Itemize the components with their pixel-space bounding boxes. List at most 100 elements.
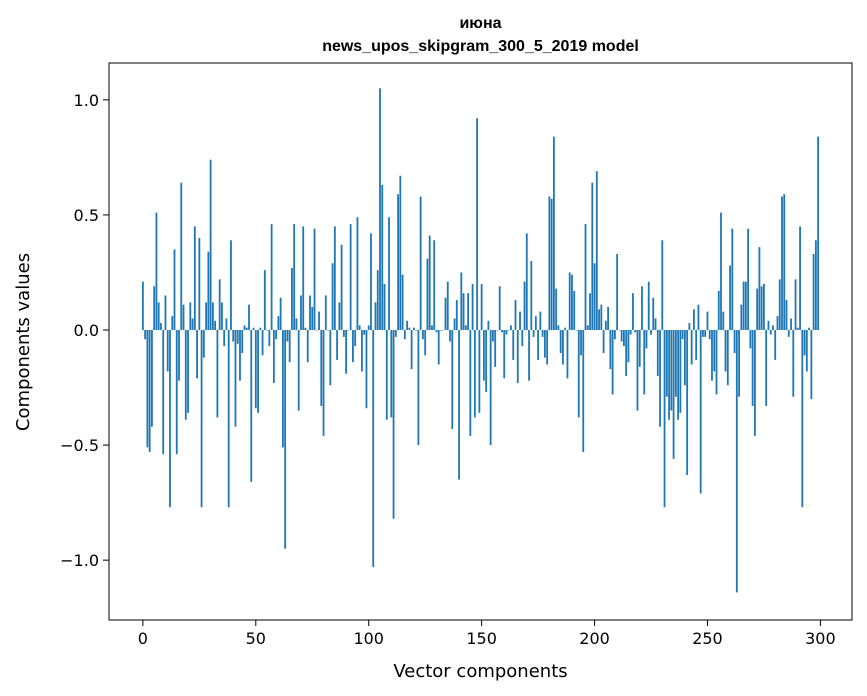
bar-28 xyxy=(205,302,207,330)
bar-166 xyxy=(517,330,519,383)
bar-222 xyxy=(643,330,645,394)
bar-107 xyxy=(384,284,386,330)
x-tick-label: 0 xyxy=(138,629,148,648)
bar-227 xyxy=(655,318,657,330)
bar-103 xyxy=(375,302,377,330)
bar-172 xyxy=(530,261,532,330)
bar-99 xyxy=(366,330,368,408)
bar-298 xyxy=(815,240,817,330)
bar-257 xyxy=(722,312,724,330)
bar-264 xyxy=(738,330,740,397)
bar-72 xyxy=(305,328,307,330)
bar-272 xyxy=(756,289,758,330)
bar-164 xyxy=(512,330,514,360)
bar-280 xyxy=(774,330,776,360)
bar-217 xyxy=(632,293,634,330)
bar-76 xyxy=(314,229,316,330)
bar-242 xyxy=(688,323,690,330)
bar-192 xyxy=(576,330,578,331)
y-axis-label: Components values xyxy=(13,253,34,431)
bar-18 xyxy=(183,305,185,330)
bar-117 xyxy=(406,321,408,330)
bar-186 xyxy=(562,330,564,365)
bar-52 xyxy=(259,328,261,330)
bar-211 xyxy=(618,330,620,331)
bar-114 xyxy=(399,176,401,330)
bar-91 xyxy=(347,330,349,331)
bar-140 xyxy=(458,330,460,480)
bar-68 xyxy=(296,318,298,330)
bar-134 xyxy=(445,298,447,330)
bar-69 xyxy=(298,330,300,411)
bar-2 xyxy=(146,330,148,447)
bar-241 xyxy=(686,330,688,475)
bar-123 xyxy=(420,197,422,331)
bar-152 xyxy=(485,330,487,392)
bar-102 xyxy=(372,330,374,567)
bar-42 xyxy=(237,330,239,344)
bar-58 xyxy=(273,330,275,383)
bar-112 xyxy=(395,330,397,337)
bar-265 xyxy=(740,305,742,330)
bar-212 xyxy=(621,330,623,342)
bar-179 xyxy=(546,330,548,365)
bar-230 xyxy=(661,240,663,330)
bar-104 xyxy=(377,270,379,330)
bar-158 xyxy=(499,286,501,330)
bar-136 xyxy=(449,330,451,342)
bar-239 xyxy=(682,330,684,339)
bar-188 xyxy=(567,330,569,378)
bar-266 xyxy=(743,282,745,330)
bar-92 xyxy=(350,224,352,330)
bar-30 xyxy=(210,160,212,330)
bar-60 xyxy=(277,316,279,330)
chart-title-line1: июна xyxy=(459,15,501,32)
bar-88 xyxy=(341,245,343,330)
bar-163 xyxy=(510,325,512,330)
bar-70 xyxy=(300,295,302,330)
bar-35 xyxy=(221,302,223,330)
bar-65 xyxy=(289,330,291,362)
bar-161 xyxy=(506,330,508,335)
bar-108 xyxy=(386,330,388,420)
bar-225 xyxy=(650,330,652,335)
bar-229 xyxy=(659,330,661,427)
bar-286 xyxy=(788,330,790,337)
bar-19 xyxy=(185,330,187,420)
bar-84 xyxy=(332,263,334,330)
bar-82 xyxy=(327,330,329,331)
bar-297 xyxy=(813,254,815,330)
bar-150 xyxy=(481,284,483,330)
bar-183 xyxy=(555,289,557,330)
bar-220 xyxy=(639,330,641,367)
bar-200 xyxy=(594,263,596,330)
bar-287 xyxy=(790,318,792,330)
bar-37 xyxy=(226,318,228,330)
bar-282 xyxy=(779,279,781,330)
y-tick-label: −0.5 xyxy=(60,436,99,455)
bar-243 xyxy=(691,330,693,365)
bar-132 xyxy=(440,330,442,331)
bar-73 xyxy=(307,330,309,362)
bar-244 xyxy=(693,309,695,330)
bar-78 xyxy=(318,312,320,330)
bar-41 xyxy=(235,330,237,427)
bar-270 xyxy=(752,330,754,406)
bar-137 xyxy=(451,330,453,429)
bar-61 xyxy=(280,298,282,330)
bar-56 xyxy=(268,330,270,346)
bar-251 xyxy=(709,330,711,339)
bar-119 xyxy=(411,330,413,369)
bar-240 xyxy=(684,330,686,385)
bar-90 xyxy=(345,330,347,374)
bar-193 xyxy=(578,330,580,417)
bar-87 xyxy=(338,302,340,330)
bar-199 xyxy=(591,183,593,330)
x-tick-label: 200 xyxy=(579,629,610,648)
bar-178 xyxy=(544,330,546,358)
x-axis-label: Vector components xyxy=(393,661,567,682)
bar-145 xyxy=(469,330,471,436)
bar-147 xyxy=(474,330,476,417)
bar-133 xyxy=(442,330,444,331)
bar-115 xyxy=(402,275,404,330)
